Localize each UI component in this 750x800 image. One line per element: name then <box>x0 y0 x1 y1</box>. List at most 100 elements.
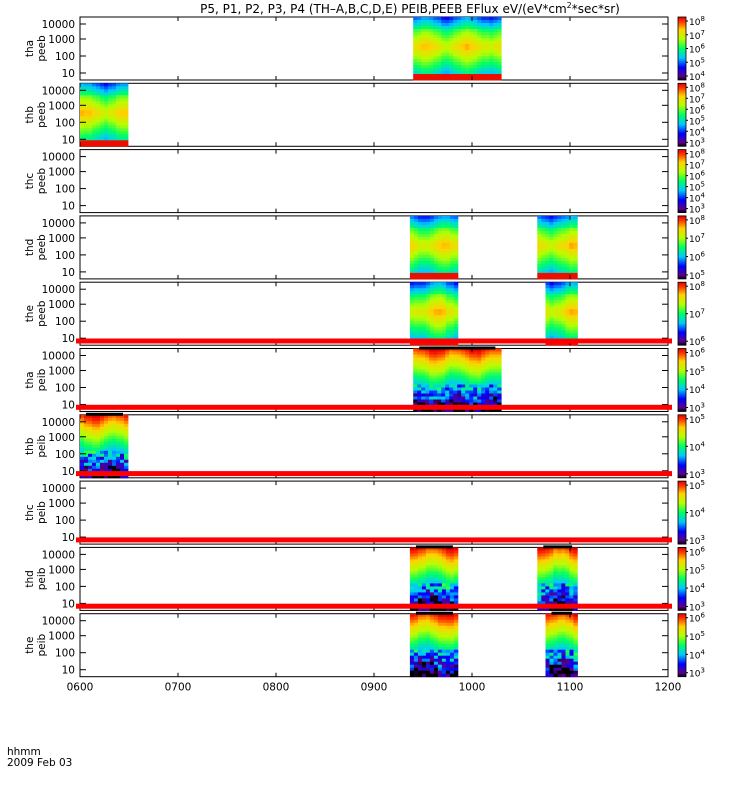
colorbar-tick-label: 107 <box>689 92 705 105</box>
y-tick-label: 10000 <box>42 483 75 495</box>
panel-tha-peib: 10000 1000 100 10 thapeib 106 105 104 103 <box>24 338 705 415</box>
data-block-0 <box>413 17 502 81</box>
colorbar-tick-label: 107 <box>689 308 705 321</box>
data-block-0 <box>80 412 129 479</box>
y-tick-label: 1000 <box>48 100 75 112</box>
colorbar-tick-label: 105 <box>689 114 705 127</box>
y-tick-label: 100 <box>55 515 75 527</box>
y-tick-label: 10 <box>62 201 75 213</box>
colorbar-tick-label: 103 <box>689 667 705 680</box>
panel-frame <box>79 414 669 479</box>
colorbar-tick-label: 106 <box>689 251 705 264</box>
missing-data-band <box>76 603 672 609</box>
panel-frame <box>79 215 669 280</box>
colorbar <box>677 16 687 81</box>
y-tick-label: 100 <box>55 117 75 129</box>
y-tick-label: 100 <box>55 316 75 328</box>
panel-frame <box>79 149 669 214</box>
y-tick-label: 1000 <box>48 631 75 643</box>
colorbar-tick-label: 108 <box>689 81 705 94</box>
y-tick-label: 10 <box>62 267 75 279</box>
missing-data-band <box>76 404 672 410</box>
y-tick-label: 100 <box>55 648 75 660</box>
y-tick-label: 10 <box>62 532 75 544</box>
panel-label: thcpeib <box>24 501 48 524</box>
y-tick-label: 1000 <box>48 432 75 444</box>
colorbar-tick-label: 108 <box>689 15 705 28</box>
y-tick-label: 10000 <box>42 218 75 230</box>
y-tick-label: 1000 <box>48 498 75 510</box>
y-tick-label: 1000 <box>48 233 75 245</box>
panel-label: thdpeeb <box>24 234 48 261</box>
x-tick-label: 0900 <box>361 682 388 694</box>
colorbar-tick-label: 106 <box>689 347 705 360</box>
colorbar-tick-label: 103 <box>689 600 705 613</box>
panel-thb-peib: 10000 1000 100 10 thbpeib 105 104 103 <box>24 404 705 481</box>
colorbar-tick-label: 107 <box>689 29 705 42</box>
y-tick-label: 10000 <box>42 549 75 561</box>
colorbar-tick-label: 103 <box>689 534 705 547</box>
data-block-1 <box>545 611 578 678</box>
panel-label: thepeib <box>24 634 48 657</box>
panel-frame <box>79 16 669 81</box>
colorbar-tick-label: 108 <box>689 280 705 293</box>
colorbar-tick-label: 106 <box>689 545 705 558</box>
panel-frame <box>79 82 669 147</box>
panel-label: thcpeeb <box>24 168 48 195</box>
panel-label: thapeib <box>24 368 48 391</box>
colorbar-tick-label: 105 <box>689 630 705 643</box>
colorbar-tick-label: 103 <box>689 468 705 481</box>
colorbar-tick-label: 105 <box>689 564 705 577</box>
colorbar <box>677 215 687 280</box>
colorbar-tick-label: 104 <box>689 192 705 205</box>
missing-data-band <box>76 537 672 543</box>
y-tick-label: 10 <box>62 598 75 610</box>
colorbar-tick-label: 104 <box>689 648 705 661</box>
data-block-0 <box>409 282 459 346</box>
colorbar <box>677 414 687 479</box>
colorbar-tick-label: 108 <box>689 214 705 227</box>
panel-label: thapeeb <box>24 35 48 62</box>
colorbar-tick-label: 104 <box>689 440 705 453</box>
time-axis: hhmm 2009 Feb 03 0600 0700 0800 0900 1000 110… <box>7 682 681 769</box>
colorbar-tick-label: 104 <box>689 383 705 396</box>
y-tick-label: 10 <box>62 466 75 478</box>
panel-label: thbpeeb <box>24 101 48 128</box>
colorbar-tick-label: 106 <box>689 43 705 56</box>
colorbar <box>677 613 687 678</box>
data-block-1 <box>537 215 578 280</box>
y-tick-label: 100 <box>55 51 75 63</box>
missing-data-band <box>76 471 672 477</box>
colorbar-tick-label: 104 <box>689 582 705 595</box>
spectrogram-panels: 10000100010010thapeeb1081071061051041000… <box>24 15 705 680</box>
x-tick-label: 1200 <box>655 682 682 694</box>
colorbar-tick-label: 105 <box>689 365 705 378</box>
data-top-marker <box>415 611 453 615</box>
colorbar-tick-label: 107 <box>689 232 705 245</box>
colorbar-tick-label: 106 <box>689 103 705 116</box>
colorbar-tick-label: 103 <box>689 203 705 216</box>
data-top-marker <box>543 545 573 549</box>
y-tick-label: 10 <box>62 134 75 146</box>
y-tick-label: 10000 <box>42 85 75 97</box>
figure-title: P5, P1, P2, P3, P4 (TH–A,B,C,D,E) PEIB,P… <box>200 1 620 16</box>
colorbar <box>677 547 687 611</box>
y-tick-label: 1000 <box>48 564 75 576</box>
y-tick-label: 10 <box>62 68 75 80</box>
panel-frame <box>79 546 669 611</box>
data-top-marker <box>551 611 573 615</box>
colorbar-tick-label: 105 <box>689 413 705 426</box>
colorbar-tick-label: 103 <box>689 136 705 149</box>
y-tick-label: 1000 <box>48 366 75 378</box>
panel-frame <box>79 281 669 346</box>
data-block-1 <box>537 545 578 611</box>
y-tick-label: 100 <box>55 581 75 593</box>
data-block-0 <box>409 545 459 611</box>
y-tick-label: 1000 <box>48 167 75 179</box>
colorbar-tick-label: 103 <box>689 402 705 415</box>
y-tick-label: 1000 <box>48 299 75 311</box>
